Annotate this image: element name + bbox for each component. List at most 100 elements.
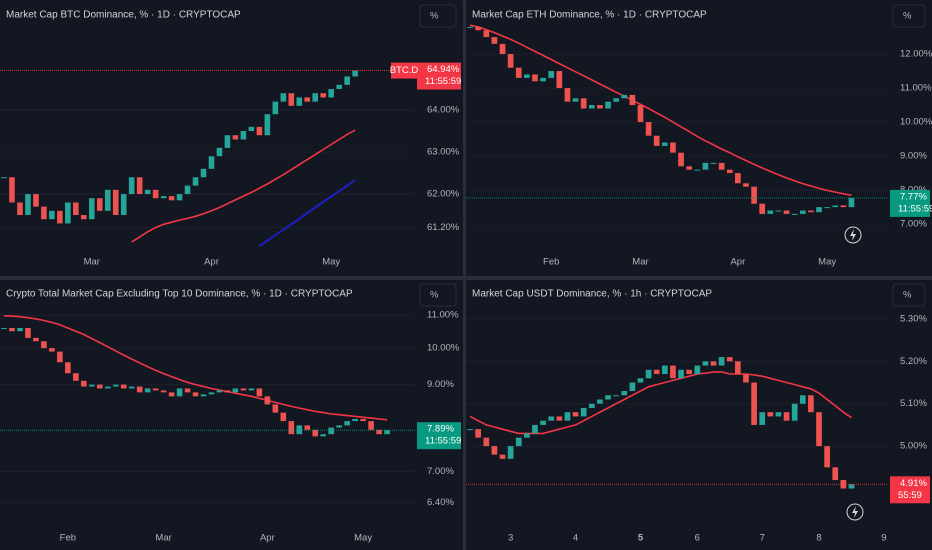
candle [296, 425, 303, 435]
unit-button[interactable] [892, 4, 926, 28]
candle [176, 194, 183, 201]
y-tick-label: 5.30% [900, 313, 927, 324]
alert-icon[interactable] [844, 226, 862, 244]
candle [702, 361, 709, 366]
x-tick-label: 9 [881, 533, 886, 544]
candle [597, 105, 603, 109]
x-tick-label: 7 [760, 533, 765, 544]
candle [120, 384, 127, 389]
candle [33, 337, 39, 342]
candle [588, 403, 595, 408]
candle [17, 202, 23, 216]
candle [670, 365, 676, 379]
candle [840, 480, 847, 489]
candle [613, 98, 619, 102]
candle [848, 197, 855, 208]
divider-vertical [463, 0, 466, 550]
candle [532, 424, 538, 434]
unit-button[interactable] [419, 4, 457, 28]
x-tick-label: Apr [204, 257, 219, 268]
candle [726, 357, 733, 362]
candle [824, 207, 830, 209]
candle [661, 365, 668, 375]
y-tick-label: 11.00% [900, 83, 932, 94]
candle [783, 210, 790, 214]
price-label-box [417, 422, 461, 450]
candle [808, 395, 814, 413]
candle [540, 420, 546, 425]
candle [368, 421, 374, 430]
candle [248, 126, 255, 132]
candle [264, 396, 271, 405]
candle [33, 194, 39, 207]
candle [200, 394, 207, 397]
candle [240, 388, 247, 391]
y-tick-label: 9.00% [427, 379, 454, 390]
candle [280, 412, 287, 422]
candle [540, 77, 546, 82]
countdown-label: 11:55:59 [425, 436, 461, 447]
unit-button[interactable] [419, 283, 457, 307]
divider-horizontal [0, 276, 932, 280]
candle [678, 152, 684, 167]
candle [475, 429, 482, 438]
countdown-label: 55:59 [898, 490, 922, 501]
candle [352, 70, 358, 77]
candle [168, 392, 175, 397]
candle [1, 327, 7, 329]
candle [81, 380, 87, 387]
candle [621, 391, 628, 396]
candle [556, 416, 563, 421]
candle [41, 341, 47, 349]
candle [832, 205, 839, 208]
symbol-label: BTC.D [390, 65, 419, 76]
candle [184, 185, 191, 195]
candle [104, 189, 111, 211]
candle [112, 189, 119, 216]
candle [629, 382, 636, 392]
candle [136, 386, 143, 393]
price-label-box [417, 62, 461, 90]
series-line [3, 315, 388, 421]
candle [328, 427, 334, 435]
candle [483, 437, 490, 447]
unit-button-label: % [903, 11, 912, 22]
series-line [131, 129, 356, 243]
y-tick-label: 62.00% [427, 189, 460, 200]
alert-icon[interactable] [846, 503, 864, 521]
candle [73, 373, 79, 381]
candle [735, 173, 741, 184]
candle [264, 114, 271, 136]
candle [548, 71, 555, 78]
candle [678, 369, 684, 379]
candle [200, 168, 207, 178]
candle [57, 210, 63, 224]
candle [718, 357, 725, 366]
candle [96, 384, 103, 389]
unit-button[interactable] [892, 283, 926, 307]
price-label: 4.91% [900, 478, 927, 489]
chart-title: Market Cap ETH Dominance, % · 1D · CRYPT… [472, 10, 707, 21]
candle [320, 434, 327, 437]
candle [312, 93, 319, 102]
candle [580, 407, 587, 417]
candle [128, 386, 135, 389]
candle [280, 93, 287, 102]
candle [248, 388, 255, 391]
x-tick-label: 5 [638, 533, 644, 544]
candle [735, 361, 741, 375]
candle [272, 101, 279, 115]
candle [605, 395, 611, 400]
y-tick-label: 9.00% [900, 151, 927, 162]
candle [256, 126, 263, 136]
candle [192, 177, 199, 186]
x-tick-label: 8 [816, 533, 821, 544]
candle [572, 412, 579, 417]
price-label-box [890, 189, 930, 217]
candle [224, 135, 231, 148]
candle [499, 43, 506, 55]
candle [661, 142, 668, 146]
candle [710, 162, 717, 164]
price-label: 7.77% [900, 191, 927, 202]
candle [710, 361, 717, 366]
